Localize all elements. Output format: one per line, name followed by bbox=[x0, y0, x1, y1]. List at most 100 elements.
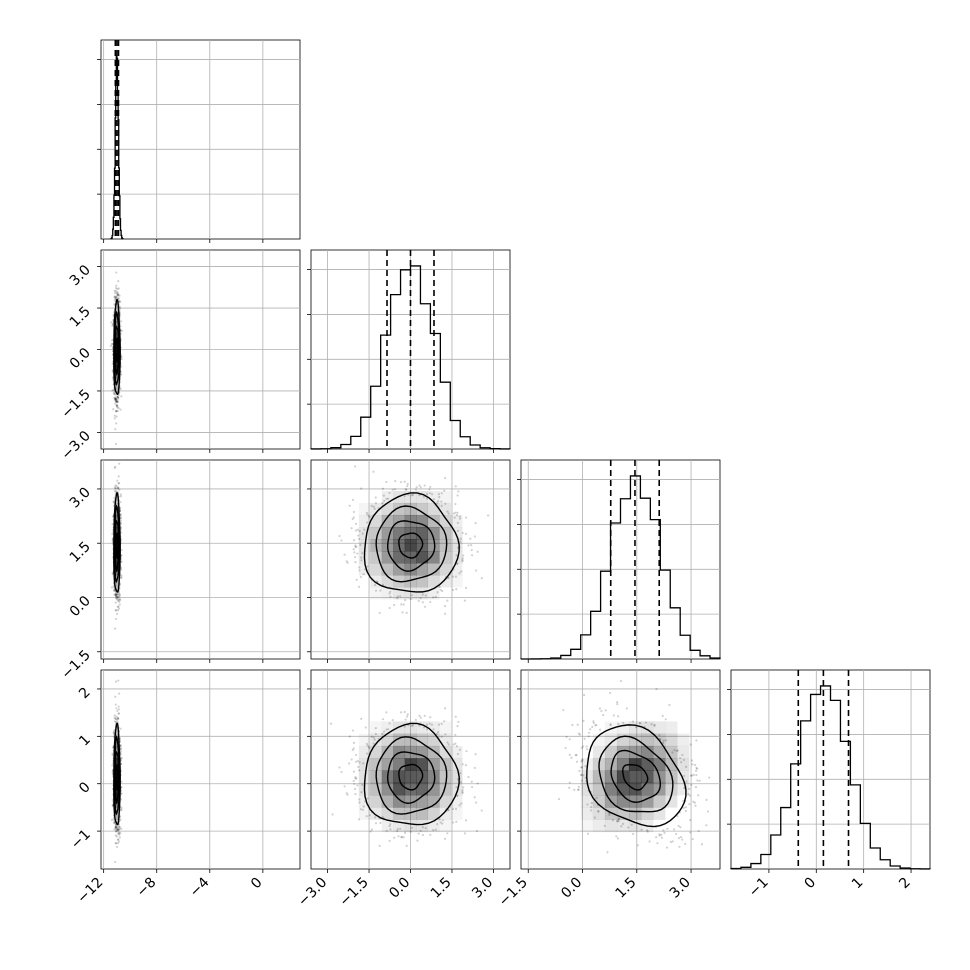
scatter-point bbox=[114, 695, 117, 698]
scatter-point bbox=[575, 760, 579, 763]
density-cell bbox=[404, 502, 417, 516]
scatter-point bbox=[389, 828, 392, 831]
scatter-point bbox=[578, 769, 581, 772]
scatter-point bbox=[378, 611, 381, 615]
scatter-point bbox=[615, 835, 618, 838]
scatter-point bbox=[428, 722, 431, 725]
scatter-point bbox=[470, 554, 474, 557]
scatter-point bbox=[115, 826, 118, 829]
density-cell bbox=[439, 770, 451, 784]
density-cell bbox=[416, 551, 429, 564]
scatter-point bbox=[374, 732, 378, 736]
scatter-point bbox=[655, 836, 658, 839]
density-cell bbox=[118, 819, 120, 833]
contour-level bbox=[113, 735, 121, 816]
scatter-point bbox=[116, 400, 119, 404]
scatter-point bbox=[365, 521, 369, 524]
density-cell bbox=[404, 563, 417, 576]
contour-level bbox=[610, 749, 662, 803]
scatter-point bbox=[347, 762, 351, 765]
scatter-point bbox=[480, 577, 483, 580]
density-cell bbox=[113, 502, 115, 516]
scatter-point bbox=[351, 729, 355, 732]
density-cell bbox=[439, 807, 451, 820]
scatter-point bbox=[414, 488, 417, 491]
contour-level bbox=[398, 763, 424, 791]
scatter-point bbox=[115, 597, 118, 600]
scatter-point bbox=[581, 758, 584, 761]
tick-label-y: −1 bbox=[68, 827, 94, 853]
density-cell bbox=[358, 526, 371, 540]
density-cell bbox=[393, 551, 406, 564]
scatter-point bbox=[114, 825, 117, 828]
scatter-point bbox=[115, 404, 119, 407]
scatter-point bbox=[429, 600, 432, 604]
scatter-point bbox=[368, 747, 371, 750]
scatter-point bbox=[606, 851, 609, 854]
joint-content bbox=[557, 679, 711, 854]
scatter-point bbox=[362, 573, 365, 576]
density-cell bbox=[427, 563, 440, 576]
density-cell bbox=[653, 807, 666, 820]
scatter-point bbox=[644, 721, 648, 724]
scatter-point bbox=[119, 387, 122, 391]
tick-label-x: 1 bbox=[849, 875, 867, 893]
contour-level bbox=[114, 750, 120, 805]
scatter-point bbox=[118, 462, 121, 465]
density-cell bbox=[628, 795, 642, 808]
scatter-point bbox=[115, 593, 119, 596]
scatter-point bbox=[117, 831, 120, 834]
density-cell bbox=[416, 526, 429, 540]
density-cell bbox=[117, 514, 119, 528]
density-cell bbox=[118, 587, 120, 600]
scatter-point bbox=[455, 786, 458, 789]
scatter-point bbox=[458, 515, 461, 518]
density-cell bbox=[616, 819, 630, 833]
scatter-point bbox=[111, 752, 114, 755]
scatter-point bbox=[118, 299, 121, 303]
scatter-point bbox=[457, 490, 460, 493]
scatter-point bbox=[112, 589, 116, 592]
scatter-point bbox=[440, 504, 443, 507]
scatter-point bbox=[422, 495, 426, 498]
density-cell bbox=[393, 563, 406, 576]
scatter-point bbox=[120, 548, 123, 552]
scatter-point bbox=[611, 819, 614, 822]
density-cell bbox=[404, 770, 417, 784]
scatter-point bbox=[111, 339, 114, 342]
scatter-point bbox=[690, 774, 694, 777]
density-cell bbox=[381, 502, 394, 516]
scatter-point bbox=[114, 487, 117, 490]
scatter-point bbox=[118, 598, 121, 601]
scatter-point bbox=[370, 504, 373, 508]
scatter-point bbox=[350, 758, 353, 761]
density-cell bbox=[118, 819, 120, 833]
scatter-point bbox=[356, 528, 359, 531]
scatter-point bbox=[114, 592, 117, 596]
scatter-point bbox=[372, 736, 375, 739]
scatter-point bbox=[110, 586, 114, 589]
scatter-point bbox=[423, 605, 427, 608]
histogram-line bbox=[520, 475, 721, 660]
scatter-point bbox=[414, 718, 417, 721]
scatter-point bbox=[678, 845, 681, 848]
density-cell bbox=[358, 758, 371, 771]
scatter-point bbox=[119, 408, 122, 411]
scatter-point bbox=[464, 764, 468, 767]
contour-level bbox=[386, 751, 436, 804]
scatter-point bbox=[372, 742, 375, 745]
scatter-point bbox=[616, 837, 620, 840]
tick-label-x: 3.0 bbox=[667, 875, 694, 902]
scatter-point bbox=[365, 511, 368, 515]
scatter-point bbox=[119, 493, 123, 496]
scatter-point bbox=[373, 507, 376, 510]
scatter-point bbox=[695, 766, 698, 769]
scatter-point bbox=[454, 575, 458, 578]
scatter-point bbox=[117, 598, 120, 602]
scatter-point bbox=[338, 534, 341, 538]
density-cell bbox=[370, 745, 383, 759]
scatter-point bbox=[120, 357, 123, 361]
density-cell bbox=[450, 795, 463, 808]
scatter-point bbox=[381, 502, 384, 505]
scatter-point bbox=[351, 517, 354, 521]
